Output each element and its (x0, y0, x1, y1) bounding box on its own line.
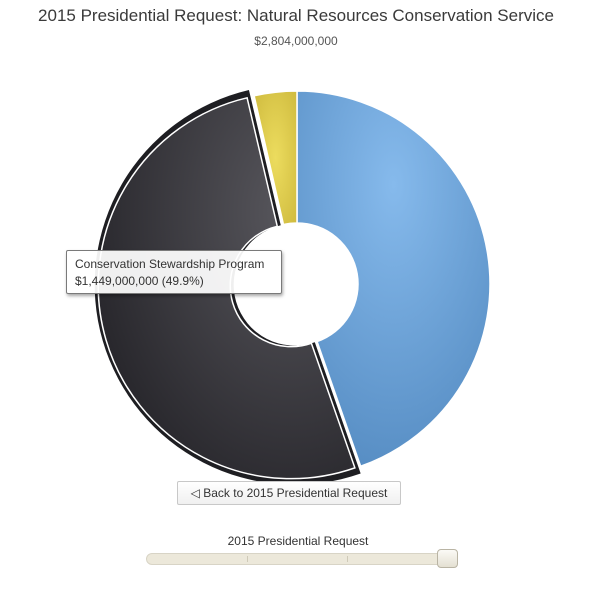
slider-track[interactable] (146, 553, 456, 565)
slider-label: 2015 Presidential Request (227, 534, 369, 548)
slider-handle[interactable] (437, 549, 458, 568)
slice-tooltip: Conservation Stewardship Program $1,449,… (66, 250, 282, 294)
slider-tick (247, 556, 248, 562)
chart-title: 2015 Presidential Request: Natural Resou… (38, 6, 554, 25)
tooltip-label: Conservation Stewardship Program (75, 257, 265, 271)
chart-subtitle: $2,804,000,000 (254, 34, 338, 48)
slider-tick (347, 556, 348, 562)
tooltip-value: $1,449,000,000 (49.9%) (75, 274, 204, 288)
pie-slice-1[interactable] (296, 90, 491, 468)
back-button[interactable]: ◁ Back to 2015 Presidential Request (177, 481, 401, 505)
pie-slice-4[interactable] (253, 90, 298, 226)
